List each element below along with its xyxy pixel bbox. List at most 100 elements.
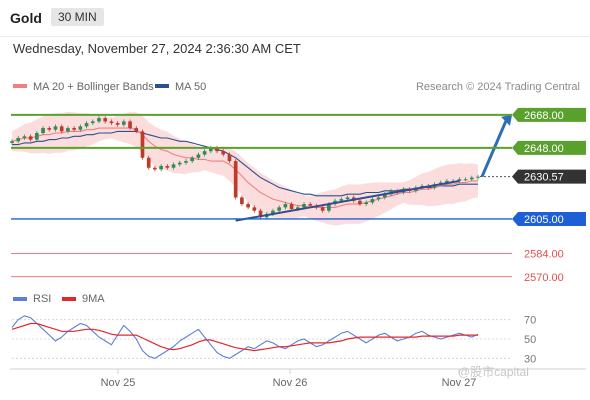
ma9-legend-swatch: [62, 297, 76, 301]
candle-body: [122, 121, 126, 125]
rsi-tick-label: 70: [524, 315, 536, 327]
level-label: 2570.00: [524, 272, 564, 284]
bollinger-band: [12, 111, 478, 226]
candle-body: [128, 121, 132, 129]
candle-body: [78, 126, 83, 130]
main-plot: [10, 111, 512, 226]
watermark-text: @股市capital: [458, 364, 529, 379]
candle-body: [358, 200, 362, 205]
level-label: 2584.00: [524, 249, 564, 261]
candle-body: [258, 210, 263, 218]
candle-body: [103, 118, 108, 122]
candle-body: [177, 162, 182, 165]
candle-body: [35, 133, 39, 140]
candle-body: [233, 161, 238, 198]
candle-body: [240, 197, 244, 205]
candle-body: [159, 166, 163, 170]
candle-body: [283, 204, 288, 208]
candle-body: [364, 202, 368, 205]
ma9-legend-label: 9MA: [82, 293, 105, 305]
candle-body: [97, 118, 101, 122]
candle-body: [463, 179, 468, 181]
candle-body: [84, 123, 89, 127]
candle-body: [370, 199, 375, 203]
current-level-tag: [512, 169, 586, 184]
candle-body: [271, 210, 275, 214]
x-tick-label: Nov 25: [101, 377, 136, 389]
ma20-line: [11, 127, 478, 208]
ma20-legend-label: MA 20 + Bollinger Bands: [33, 81, 154, 93]
candle-body: [308, 204, 313, 206]
support-trendline: [235, 179, 460, 222]
candle-body: [215, 147, 219, 152]
candle-body: [47, 128, 52, 130]
candle-body: [190, 157, 195, 162]
chart-header: Gold 30 MIN: [0, 0, 590, 37]
candle-body: [227, 154, 232, 162]
asset-name: Gold: [10, 10, 42, 26]
candle-body: [277, 207, 282, 211]
candle-body: [134, 128, 139, 132]
candle-body: [22, 136, 27, 138]
candle-body: [445, 180, 449, 183]
x-axis: Nov 25 Nov 26 Nov 27: [10, 368, 586, 389]
rsi-ma-line: [11, 322, 478, 352]
rsi-legend-swatch: [13, 297, 27, 301]
level-label: 2648.00: [524, 143, 564, 155]
main-legend: MA 20 + Bollinger Bands MA 50 Research ©…: [13, 81, 580, 93]
ma50-line: [12, 130, 478, 197]
candle-body: [221, 151, 226, 155]
candle-body: [295, 207, 300, 210]
candle-body: [320, 207, 325, 211]
level-label: 2630.57: [524, 172, 564, 184]
candle-body: [28, 136, 33, 140]
candle-body: [165, 166, 170, 168]
candle-body: [41, 128, 45, 134]
candle-body: [153, 167, 157, 170]
x-tick-label: Nov 26: [273, 377, 308, 389]
candle-body: [196, 154, 201, 158]
resistance-level-tag: [512, 140, 586, 155]
support-level-tag: [512, 211, 586, 226]
price-levels: 2668.00 2648.00 2630.57 2605.00 2584.00 2570.…: [11, 107, 586, 284]
timeframe-badge[interactable]: 30 MIN: [51, 8, 104, 26]
candle-body: [289, 204, 294, 210]
credit-text: Research © 2024 Trading Central: [416, 81, 580, 93]
candle-body: [171, 164, 176, 168]
candle-body: [246, 204, 250, 208]
level-label: 2668.00: [524, 110, 564, 122]
candle-body: [72, 128, 76, 130]
candle-body: [376, 197, 381, 200]
resistance-level-tag: [512, 107, 586, 122]
candle-body: [382, 194, 387, 198]
rsi-tick-label: 50: [524, 334, 536, 346]
candle-body: [469, 177, 474, 180]
candle-body: [457, 179, 462, 181]
candle-body: [59, 126, 64, 132]
ma50-legend-swatch: [155, 84, 169, 88]
projection-arrowhead: [501, 114, 512, 126]
candle-body: [302, 204, 306, 208]
candle-body: [146, 157, 151, 168]
level-label: 2605.00: [524, 214, 564, 226]
candle-body: [66, 128, 70, 132]
candle-body: [202, 151, 207, 155]
candle-body: [10, 141, 14, 143]
rsi-legend-label: RSI: [33, 293, 51, 305]
candle-body: [327, 204, 331, 211]
candle-body: [90, 121, 95, 124]
candle-body: [53, 126, 58, 130]
candle-body: [109, 121, 114, 124]
rsi-tick-label: 30: [524, 353, 536, 365]
candle-body: [16, 137, 21, 142]
rsi-legend: RSI 9MA: [13, 293, 105, 305]
candle-body: [184, 161, 188, 163]
x-tick-label: Nov 27: [442, 377, 477, 389]
candle-body: [252, 207, 257, 211]
chart-datetime: Wednesday, November 27, 2024 2:36:30 AM …: [13, 41, 301, 56]
candle-body: [345, 197, 350, 200]
ma20-legend-swatch: [13, 84, 27, 88]
candle-body: [208, 147, 213, 152]
candle-body: [476, 176, 480, 178]
